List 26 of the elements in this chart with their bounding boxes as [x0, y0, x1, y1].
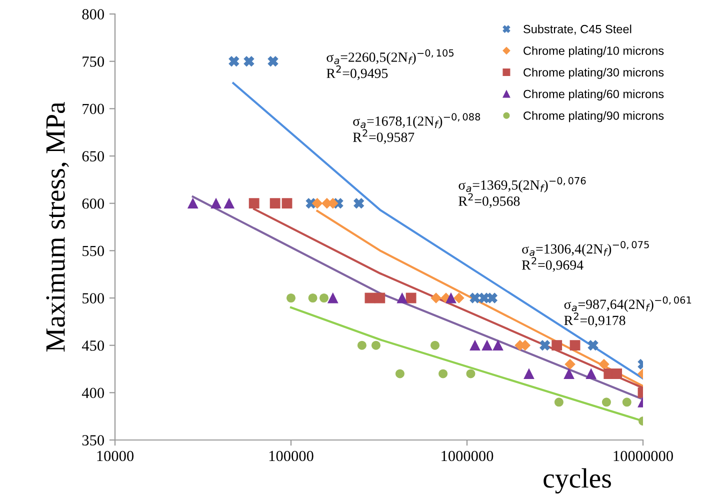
x-tick-label: 1000000: [442, 450, 494, 462]
y-axis-title: Maximum stress, MPa: [46, 102, 69, 352]
text: σ$_{a}$=1306,4(2N$_{f}$)$^{−0,075}$ R$^{2}$=0,9694: [522, 240, 649, 272]
x-tick-label: 100000: [269, 450, 314, 462]
text: σ$_{a}$=987,64(2N$_{f}$)$^{−0,061}$ R$^{2}$=0,9178: [564, 296, 692, 328]
legend-label: Chrome plating/10 microns: [524, 46, 664, 58]
y-tick-label: 400: [82, 388, 104, 398]
y-tick-label: 750: [82, 56, 104, 67]
y-tick-label: 650: [82, 151, 104, 162]
text: σ$_{a}$=2260,5(2N$_{f}$)$^{−0,105}$ R$^{2}$=0,9495: [326, 49, 454, 80]
legend-label: Chrome plating/60 microns: [524, 90, 664, 101]
y-tick-label: 800: [82, 9, 104, 20]
y-tick-label: 600: [82, 198, 104, 209]
y-tick-label: 450: [82, 340, 104, 351]
text: σ$_{a}$=1678,1(2N$_{f}$)$^{−0,088}$ R$^{2}$=0,9587: [353, 113, 480, 144]
y-tick-label: 500: [82, 293, 104, 304]
x-tick-label: 10000000: [614, 450, 673, 462]
y-tick-label: 350: [82, 435, 104, 446]
x-axis-title: cycles: [544, 468, 611, 494]
x-tick-label: 10000: [97, 450, 134, 462]
y-tick-label: 700: [82, 104, 104, 114]
legend-label: Chrome plating/90 microns: [524, 111, 664, 122]
legend-label: Chrome plating/30 microns: [524, 68, 664, 79]
text: σ$_{a}$=1369,5(2N$_{f}$)$^{−0,076}$ R$^{2}$=0,9568: [458, 177, 586, 208]
legend-label: Substrate, C45 Steel: [524, 24, 632, 35]
y-tick-label: 550: [82, 246, 104, 256]
